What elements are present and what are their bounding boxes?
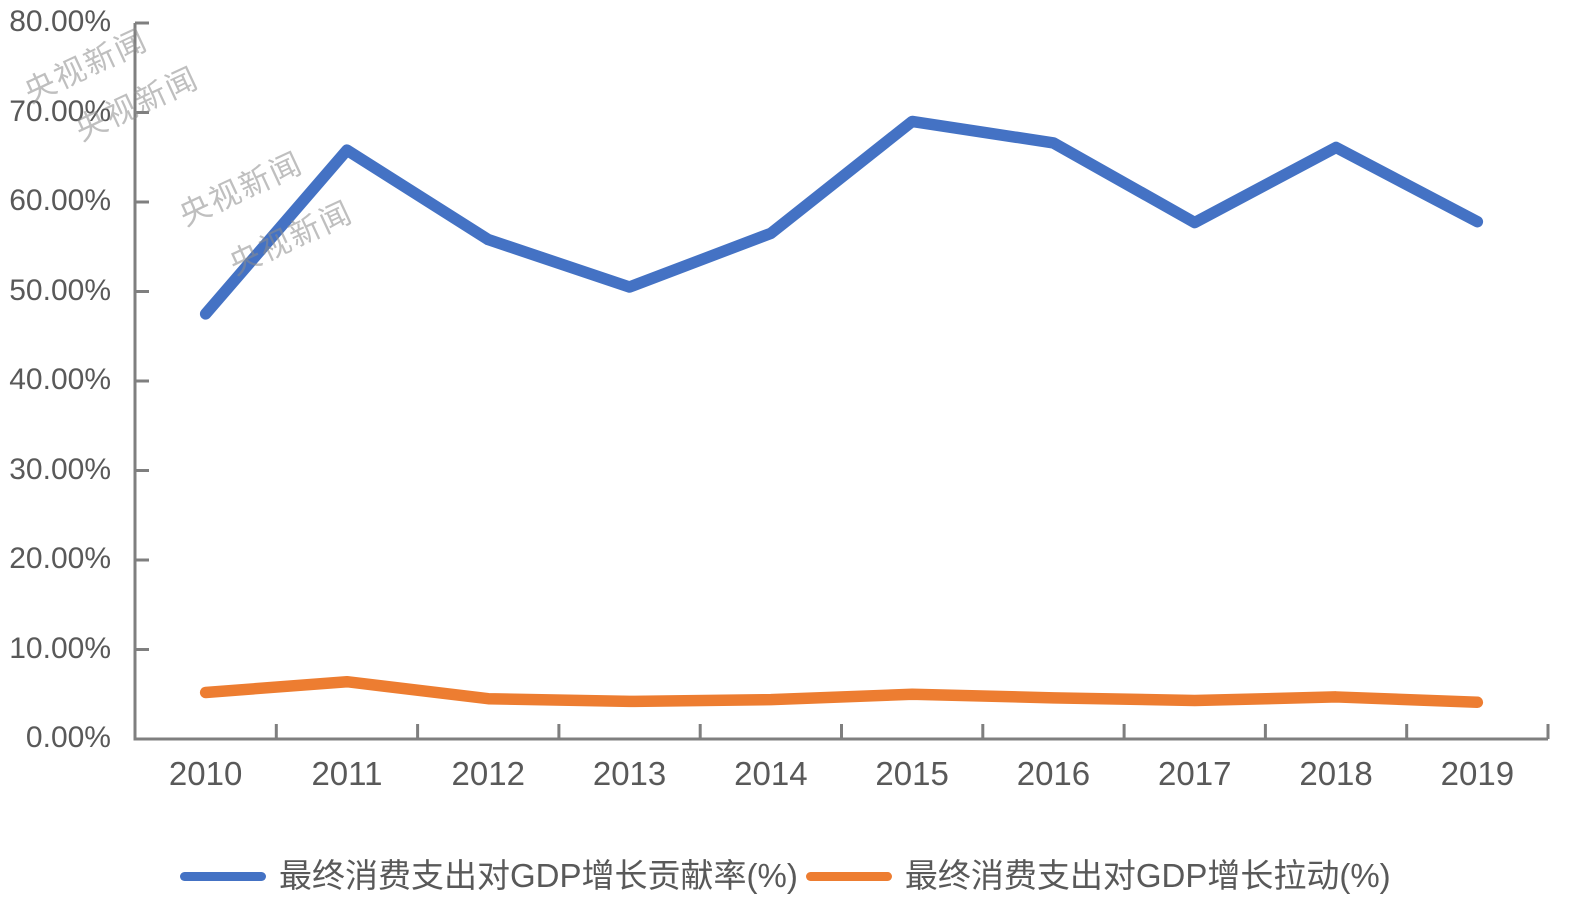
x-axis-tick-label: 2019 [1440, 755, 1515, 792]
y-axis-tick-label: 50.00% [9, 273, 111, 307]
x-axis-tick-label: 2012 [451, 755, 525, 792]
x-axis-tick-label: 2018 [1299, 755, 1373, 792]
y-axis-tick-label: 40.00% [9, 363, 111, 397]
x-axis-tick-label: 2017 [1158, 755, 1232, 792]
x-axis-tick-label: 2010 [168, 755, 243, 792]
x-axis-tick-label: 2014 [734, 755, 808, 792]
y-axis-tick-label: 30.00% [9, 452, 111, 486]
y-axis-tick-label: 80.00% [9, 5, 111, 39]
x-axis-tick-label: 2011 [311, 755, 383, 792]
legend: 最终消费支出对GDP增长贡献率(%) 最终消费支出对GDP增长拉动(%) [180, 857, 1391, 894]
legend-item-contribution: 最终消费支出对GDP增长贡献率(%) [180, 857, 798, 894]
legend-label-contribution: 最终消费支出对GDP增长贡献率(%) [279, 857, 798, 894]
series-line-contribution [199, 115, 1484, 320]
legend-swatch-pull-line [805, 871, 892, 881]
x-axis-tick-label: 2016 [1016, 755, 1091, 792]
y-axis-tick-label: 60.00% [9, 184, 111, 218]
x-axis-tick-label: 2015 [875, 755, 949, 792]
y-axis-tick-label: 0.00% [25, 721, 111, 755]
legend-item-pull: 最终消费支出对GDP增长拉动(%) [805, 857, 1391, 894]
legend-swatch-contribution-line [180, 871, 266, 881]
series-line-pull [199, 675, 1484, 709]
x-axis-tick-label: 2013 [592, 755, 667, 792]
y-axis-tick-label: 10.00% [9, 631, 111, 665]
y-axis-tick-label: 20.00% [9, 542, 111, 576]
y-axis-tick-label: 70.00% [9, 94, 111, 128]
legend-label-pull: 最终消费支出对GDP增长拉动(%) [904, 857, 1391, 894]
